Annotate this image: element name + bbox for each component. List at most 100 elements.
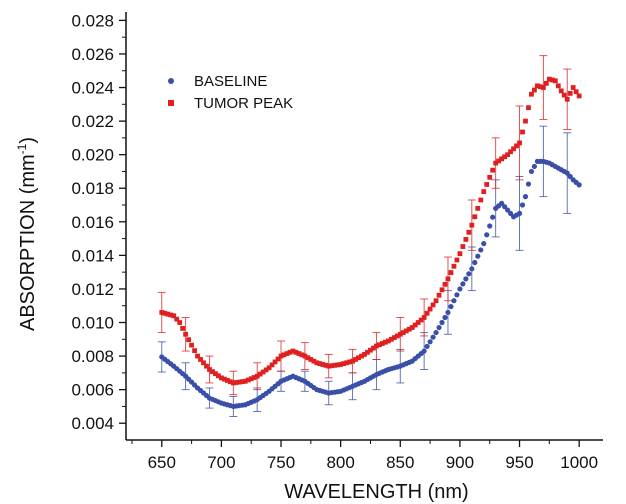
y-tick-label: 0.024 — [71, 79, 114, 98]
tumor-peak-point — [189, 342, 194, 348]
y-tick-label: 0.026 — [71, 45, 114, 64]
tumor-peak-point — [368, 347, 373, 353]
tumor-peak-point — [403, 328, 409, 334]
tumor-peak-point — [385, 338, 391, 344]
tumor-peak-point — [299, 352, 305, 358]
baseline-point — [439, 319, 445, 326]
baseline-point — [576, 182, 582, 188]
tumor-peak-point — [290, 348, 296, 354]
tumor-peak-point — [165, 311, 171, 317]
baseline-point — [460, 281, 466, 287]
tumor-peak-point — [192, 348, 197, 354]
tumor-peak-point — [329, 363, 335, 369]
tumor-peak-point — [186, 337, 192, 343]
tumor-peak-point — [275, 356, 281, 362]
tumor-peak-point — [508, 149, 513, 155]
tumor-peak-point — [543, 80, 549, 86]
x-tick-label: 850 — [386, 453, 414, 472]
tumor-peak-point — [418, 317, 424, 323]
tumor-peak-point — [224, 378, 230, 383]
tumor-peak-point — [379, 341, 385, 346]
y-tick-label: 0.004 — [71, 414, 114, 433]
y-tick-label: 0.016 — [71, 213, 114, 232]
tumor-peak-point — [198, 357, 203, 362]
y-tick-label: 0.020 — [71, 146, 114, 165]
baseline-point — [522, 194, 529, 200]
baseline-point — [481, 241, 487, 247]
tumor-peak-point — [168, 312, 174, 318]
y-tick-label: 0.022 — [71, 112, 114, 131]
points-layer — [159, 76, 582, 410]
tumor-peak-point — [388, 336, 394, 342]
tumor-peak-point — [520, 129, 525, 135]
baseline-point — [516, 210, 523, 217]
baseline-point — [451, 298, 457, 304]
tumor-peak-point — [293, 349, 299, 355]
tumor-peak-point — [353, 357, 358, 362]
tumor-peak-point — [570, 85, 576, 90]
tumor-peak-point — [406, 326, 412, 332]
tumor-peak-point — [269, 362, 275, 368]
baseline-point — [490, 214, 496, 220]
tumor-peak-point — [272, 359, 278, 365]
tumor-peak-point — [263, 367, 269, 373]
tumor-peak-point — [314, 360, 320, 366]
tumor-peak-point — [421, 315, 427, 320]
baseline-point — [502, 204, 508, 210]
tumor-peak-point — [320, 362, 326, 367]
tumor-peak-point — [445, 276, 451, 282]
legend: BASELINE TUMOR PEAK — [168, 73, 293, 112]
x-tick-label: 650 — [148, 453, 176, 472]
tumor-peak-point — [424, 310, 430, 316]
tumor-peak-point — [549, 77, 555, 83]
tumor-peak-point — [514, 143, 519, 149]
tumor-peak-point — [296, 351, 302, 356]
tumor-peak-point — [311, 358, 317, 364]
tumor-peak-point — [180, 325, 186, 331]
tumor-peak-point — [457, 251, 463, 257]
tumor-peak-point — [529, 91, 534, 97]
tumor-peak-point — [239, 379, 245, 385]
tumor-peak-point — [335, 362, 341, 368]
tumor-peak-point — [230, 380, 236, 386]
tumor-peak-point — [359, 353, 364, 359]
tumor-peak-point — [484, 182, 490, 187]
tumor-peak-point — [564, 96, 570, 102]
labels-layer: 0.004 0.006 0.008 0.010 0.012 0.014 0.016 0.018… — [15, 11, 598, 503]
tumor-peak-point — [382, 339, 388, 345]
tumor-peak-point — [287, 349, 293, 355]
tumor-peak-point — [532, 87, 537, 93]
baseline-point — [421, 348, 427, 354]
tumor-peak-point — [400, 330, 406, 335]
tumor-peak-point — [415, 320, 421, 325]
tumor-peak-point — [308, 357, 314, 362]
tumor-peak-point — [162, 310, 168, 316]
tumor-peak-point — [555, 83, 561, 89]
baseline-point — [430, 334, 436, 340]
tumor-peak-point — [558, 88, 564, 94]
y-tick-label: 0.010 — [71, 314, 114, 333]
tumor-peak-point — [305, 355, 311, 361]
tumor-peak-point — [433, 298, 439, 304]
baseline-point — [433, 329, 439, 336]
tumor-peak-point — [448, 270, 454, 275]
tumor-peak-point — [412, 322, 418, 328]
tumor-peak-point — [493, 160, 499, 166]
tumor-peak-point — [466, 229, 472, 235]
tumor-peak-point — [317, 361, 323, 367]
tumor-peak-point — [371, 345, 376, 351]
tumor-peak-point — [535, 83, 540, 89]
legend-marker-tumor-peak — [168, 100, 174, 106]
tumor-peak-point — [326, 363, 332, 369]
y-tick-label: 0.006 — [71, 381, 114, 400]
y-tick-label: 0.028 — [71, 11, 114, 30]
baseline-point — [487, 223, 493, 229]
tumor-peak-point — [236, 379, 242, 385]
tumor-peak-point — [204, 363, 209, 369]
baseline-point — [484, 232, 490, 238]
tumor-peak-point — [517, 140, 522, 146]
baseline-point — [567, 173, 573, 180]
tumor-peak-point — [159, 310, 165, 315]
axes-layer — [119, 12, 603, 447]
